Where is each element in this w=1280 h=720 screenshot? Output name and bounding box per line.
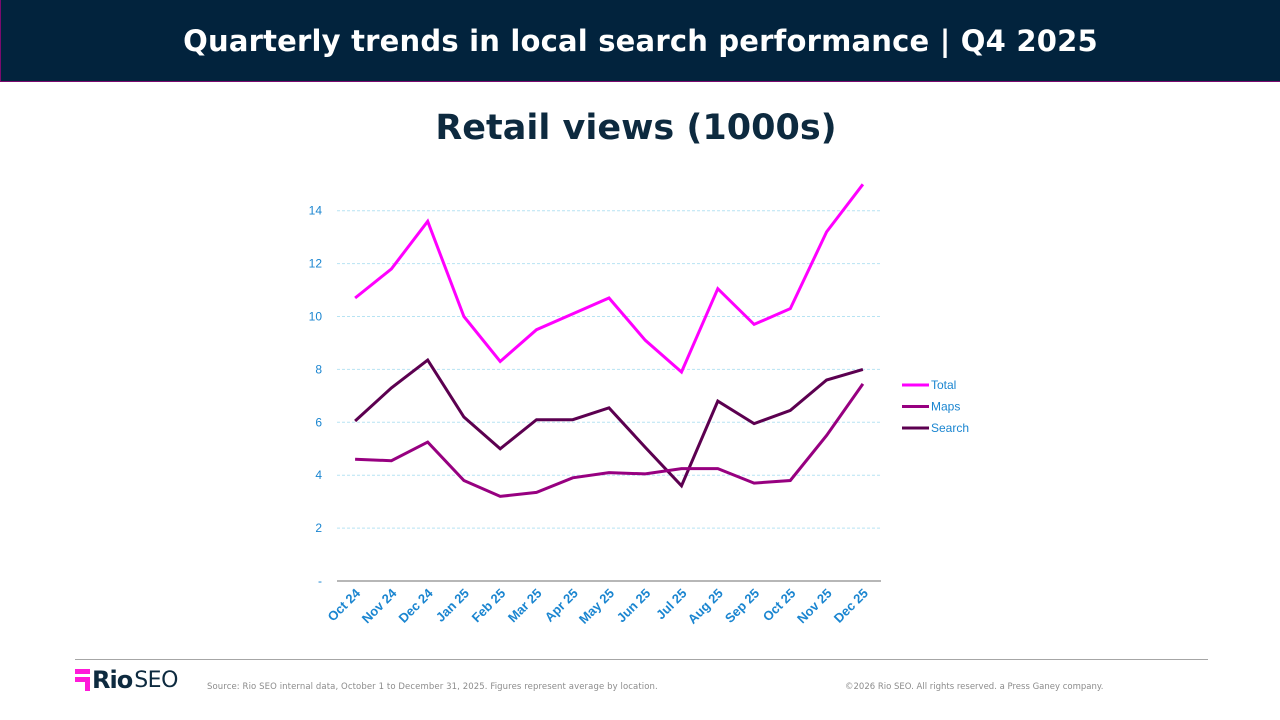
slide-title: Quarterly trends in local search perform… <box>183 23 1098 58</box>
copyright-note: ©2026 Rio SEO. All rights reserved. a Pr… <box>845 682 1104 692</box>
logo-text-seo: SEO <box>134 667 178 693</box>
x-tick-label: Nov 24 <box>359 585 400 626</box>
y-tick-label: 14 <box>309 204 323 218</box>
y-tick-label: 8 <box>315 362 322 376</box>
x-tick-label: Nov 25 <box>794 586 835 627</box>
source-note: Source: Rio SEO internal data, October 1… <box>207 682 658 692</box>
x-tick-label: Sep 25 <box>722 586 762 626</box>
x-tick-label: Mar 25 <box>505 586 545 626</box>
x-tick-label: Apr 25 <box>542 586 581 625</box>
rio-seo-logo: Rio SEO <box>75 666 178 694</box>
x-tick-label: Oct 24 <box>325 585 364 624</box>
x-tick-label: Dec 25 <box>831 586 871 626</box>
x-tick-label: Jun 25 <box>614 586 654 626</box>
rio-seo-logo-mark-icon <box>75 669 90 691</box>
series-line-maps <box>355 383 865 498</box>
chart-title: Retail views (1000s) <box>435 108 837 148</box>
legend-label-total: Total <box>931 378 956 392</box>
x-tick-label: Dec 24 <box>396 585 437 626</box>
chart-gridlines <box>337 210 881 529</box>
y-tick-label: 2 <box>315 521 322 535</box>
chart-legend: Total Maps Search <box>902 378 969 435</box>
y-tick-label: 10 <box>309 310 323 324</box>
slide-header: Quarterly trends in local search perform… <box>0 0 1280 82</box>
chart-series <box>354 183 865 498</box>
x-tick-label: Feb 25 <box>469 586 509 626</box>
x-tick-label: Aug 25 <box>685 586 726 627</box>
series-line-search <box>354 357 864 489</box>
y-axis: - 2 4 6 8 10 12 14 <box>309 204 323 588</box>
series-line-total <box>354 183 865 375</box>
y-tick-label: - <box>318 574 322 588</box>
legend-label-maps: Maps <box>931 400 960 414</box>
legend-label-search: Search <box>931 421 969 435</box>
y-tick-label: 4 <box>315 468 322 482</box>
logo-text-rio: Rio <box>92 666 133 694</box>
footer-divider <box>75 659 1208 660</box>
y-tick-label: 12 <box>309 257 323 271</box>
x-tick-label: Oct 25 <box>760 586 799 625</box>
x-tick-label: Jan 25 <box>433 586 472 625</box>
y-tick-label: 6 <box>315 415 322 429</box>
x-tick-label: May 25 <box>576 586 617 627</box>
